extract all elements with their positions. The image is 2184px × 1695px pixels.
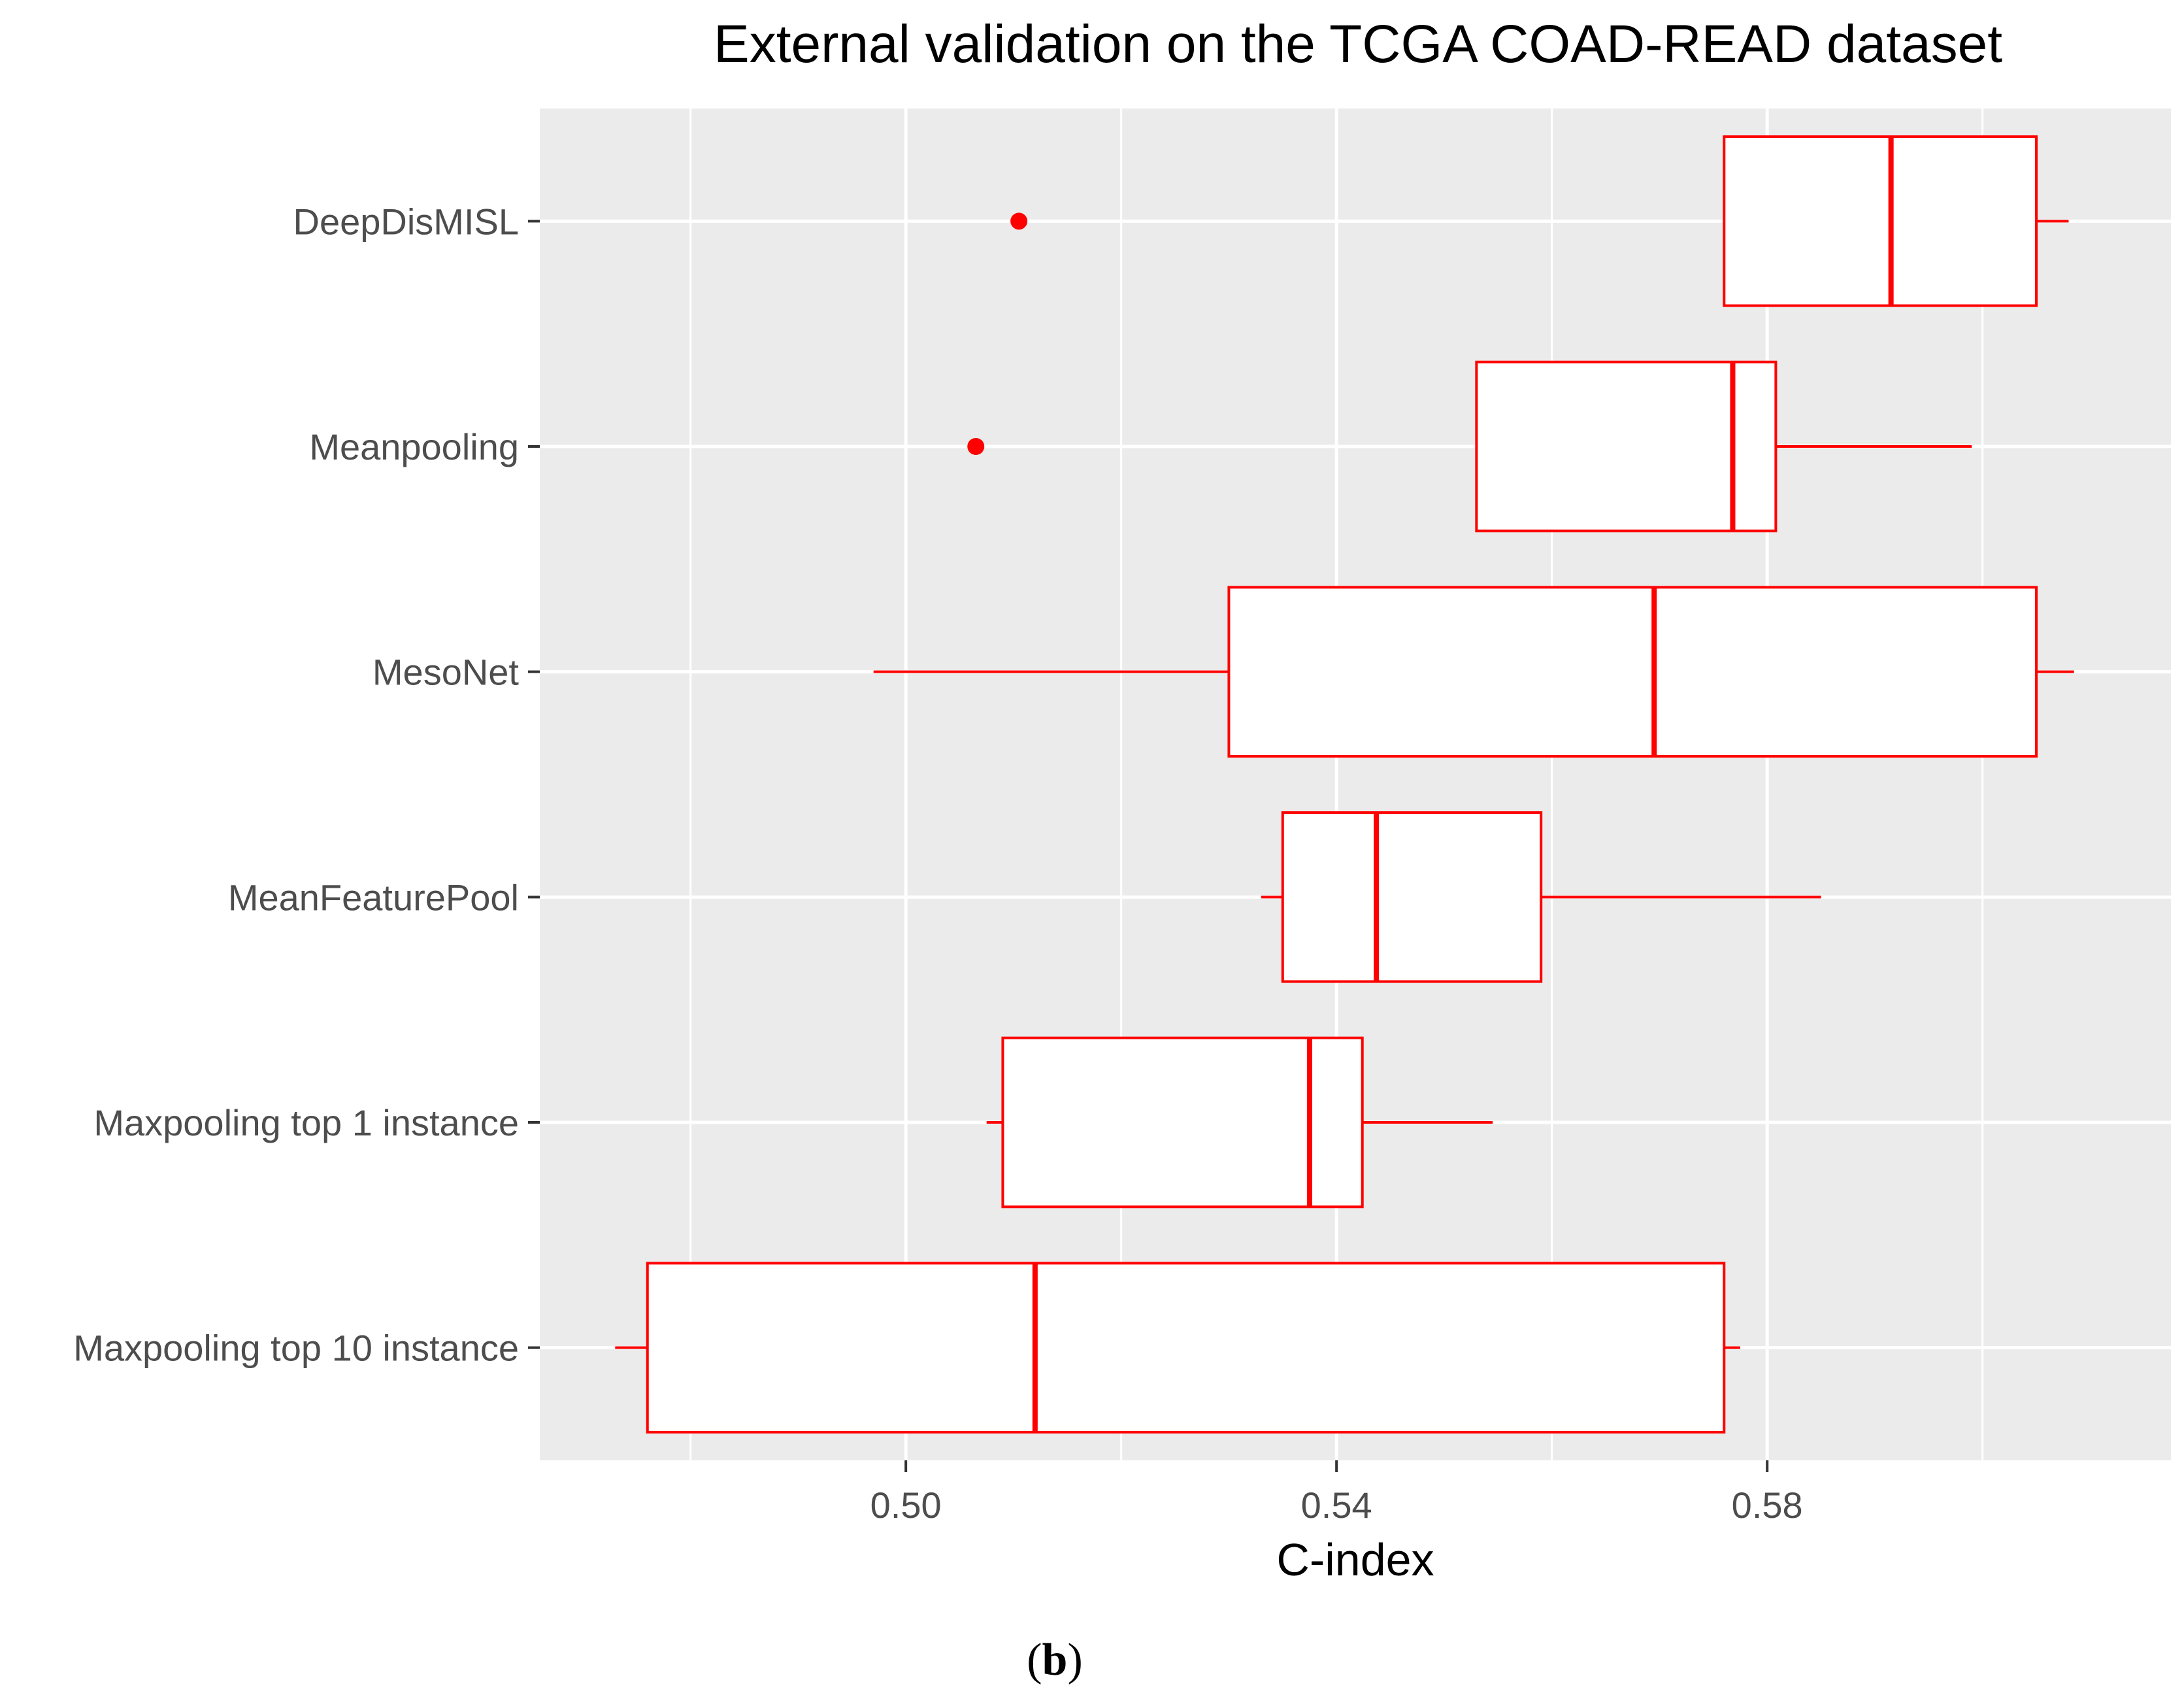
y-axis: DeepDisMISL Meanpooling MesoNet MeanFeature… bbox=[73, 201, 540, 1368]
plot-panel bbox=[540, 109, 2171, 1460]
y-tick-label-5: Maxpooling top 10 instance bbox=[73, 1328, 519, 1369]
x-tick-label-1: 0.54 bbox=[1301, 1485, 1372, 1526]
y-tick-label-1: Meanpooling bbox=[309, 426, 519, 467]
panel-caption: (b) bbox=[1027, 1635, 1083, 1685]
caption-close: ) bbox=[1067, 1635, 1082, 1685]
chart-title: External validation on the TCGA COAD-REA… bbox=[714, 14, 2002, 74]
box bbox=[1724, 137, 2036, 306]
x-tick-label-2: 0.58 bbox=[1732, 1485, 1803, 1526]
boxplot-chart: External validation on the TCGA COAD-REA… bbox=[0, 0, 2184, 1695]
y-tick-label-2: MesoNet bbox=[372, 652, 520, 693]
outlier-point-0 bbox=[967, 438, 984, 455]
caption-letter: b bbox=[1042, 1635, 1068, 1685]
box-group-5 bbox=[615, 1263, 1740, 1432]
y-tick-label-3: MeanFeaturePool bbox=[228, 877, 519, 918]
caption-open: ( bbox=[1027, 1635, 1042, 1685]
y-tick-label-0: DeepDisMISL bbox=[293, 201, 519, 242]
box bbox=[648, 1263, 1725, 1432]
box bbox=[1229, 587, 2036, 756]
outlier-point-0 bbox=[1010, 212, 1027, 229]
x-axis-label: C-index bbox=[1276, 1534, 1434, 1585]
y-tick-label-4: Maxpooling top 1 instance bbox=[93, 1102, 519, 1143]
x-axis: 0.50 0.54 0.58 bbox=[870, 1460, 1803, 1526]
box bbox=[1283, 813, 1541, 982]
x-tick-label-0: 0.50 bbox=[870, 1485, 942, 1526]
